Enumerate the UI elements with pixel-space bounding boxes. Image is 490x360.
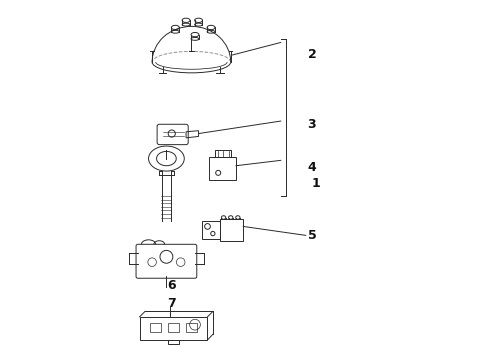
Bar [202,221,220,239]
Text: 3: 3 [308,118,316,131]
Bar [140,317,207,340]
Bar [168,340,179,344]
Bar [150,323,161,332]
Bar [168,323,179,332]
Bar [220,219,243,241]
Text: 5: 5 [308,229,316,242]
Text: 1: 1 [311,177,320,190]
Bar [186,323,197,332]
Text: 7: 7 [168,297,176,310]
Bar [215,150,231,157]
Text: 4: 4 [308,161,316,174]
Text: 6: 6 [168,279,176,292]
Text: 2: 2 [308,49,316,62]
Bar [209,157,236,180]
